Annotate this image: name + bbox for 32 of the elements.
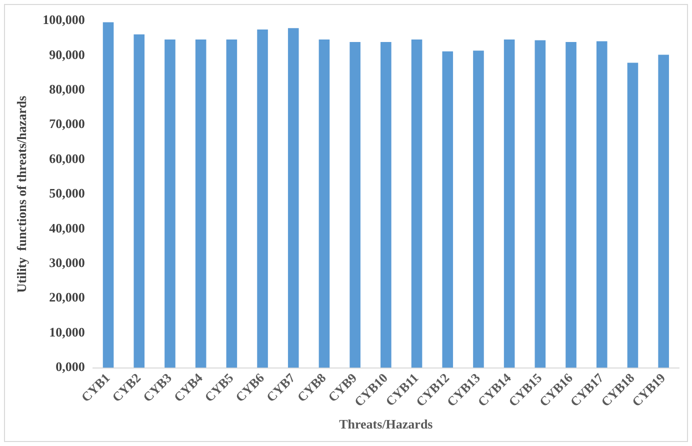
- y-tick-label: 10,000: [49, 324, 85, 340]
- bar: [195, 40, 206, 368]
- bar: [442, 51, 454, 368]
- y-tick-label: 80,000: [49, 82, 85, 97]
- bar: [596, 41, 608, 368]
- bar: [504, 40, 515, 368]
- y-tick-label: 20,000: [49, 290, 85, 305]
- bar: [534, 40, 546, 368]
- bar: [288, 28, 299, 368]
- bar: [350, 42, 360, 368]
- y-tick-label: 70,000: [49, 116, 85, 132]
- bar: [473, 50, 484, 368]
- bar: [102, 22, 114, 368]
- bar: [164, 40, 176, 368]
- bar: [257, 29, 268, 368]
- y-tick-label: 0,000: [56, 359, 85, 374]
- y-tick-label: 100,000: [42, 12, 85, 28]
- y-axis-title: Utility functions of threats/hazards: [14, 96, 30, 293]
- y-tick-label: 60,000: [49, 150, 85, 166]
- y-tick-label: 50,000: [49, 186, 85, 201]
- bar: [658, 54, 669, 368]
- bar: [226, 40, 238, 368]
- y-tick-label: 30,000: [49, 255, 85, 270]
- y-tick-label: 40,000: [49, 220, 85, 236]
- bar: [566, 42, 576, 368]
- bar: [380, 42, 392, 368]
- bar: [318, 40, 330, 368]
- bar: [411, 40, 422, 368]
- y-tick-label: 90,000: [49, 46, 85, 62]
- bar: [627, 62, 638, 368]
- bar: [134, 34, 145, 368]
- x-axis-title: Threats/Hazards: [339, 416, 433, 432]
